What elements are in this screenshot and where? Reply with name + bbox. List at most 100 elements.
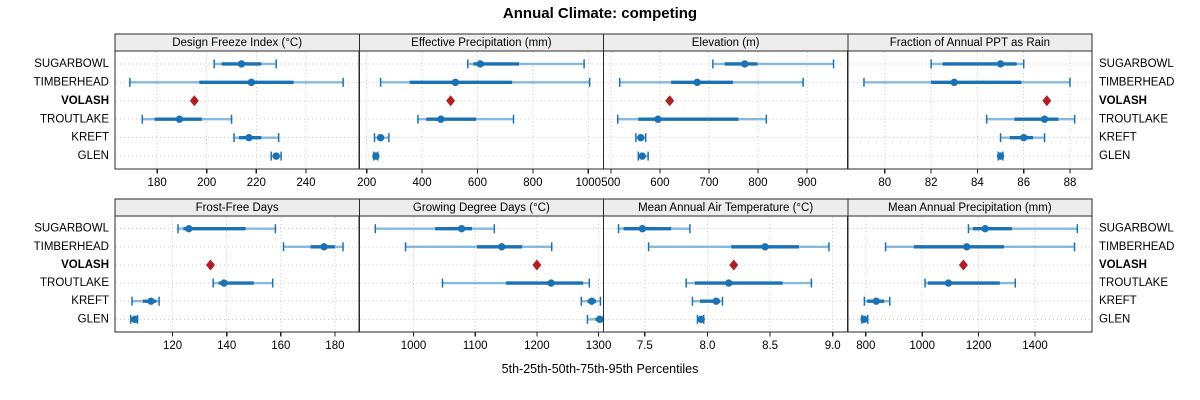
site-label-left: TROUTLAKE: [40, 113, 109, 125]
x-tick-label: 86: [1017, 177, 1030, 189]
median-dot: [185, 224, 193, 233]
x-tick-label: 8.5: [762, 340, 778, 352]
x-tick-label: 800: [523, 177, 542, 189]
x-tick-label: 1000: [575, 177, 601, 189]
median-dot: [372, 152, 380, 160]
panel-body: [358, 215, 605, 333]
panel-body: [602, 50, 849, 170]
panel-strip-title: Elevation (m): [692, 37, 760, 49]
x-tick-label: 1100: [463, 340, 488, 352]
x-tick-label: 160: [271, 340, 290, 352]
panel-body: [358, 50, 605, 170]
median-dot: [1020, 133, 1028, 142]
median-dot: [272, 152, 280, 160]
panel-body: [602, 215, 849, 333]
median-dot: [247, 78, 256, 87]
median-dot: [476, 60, 484, 68]
panel-strip-title: Design Freeze Index (°C): [172, 37, 302, 49]
x-tick-label: 88: [1064, 177, 1077, 189]
x-tick-label: 1200: [524, 340, 550, 352]
median-dot: [697, 315, 705, 324]
x-tick-label: 140: [217, 340, 236, 352]
x-tick-label: 9.0: [825, 340, 841, 352]
x-tick-label: 500: [601, 177, 620, 189]
site-label-left: VOLASH: [61, 259, 109, 271]
x-tick-label: 1200: [966, 340, 992, 352]
site-label-left: TIMBERHEAD: [34, 241, 109, 253]
median-dot: [950, 78, 958, 87]
x-tick-label: 200: [197, 177, 216, 189]
x-tick-label: 600: [650, 177, 669, 189]
panel-strip-title: Growing Degree Days (°C): [413, 202, 550, 214]
x-tick-label: 8.0: [699, 340, 715, 352]
median-dot: [944, 279, 953, 287]
x-tick-label: 1400: [1022, 340, 1048, 352]
x-tick-label: 800: [856, 340, 875, 352]
site-label-right: TROUTLAKE: [1099, 113, 1168, 125]
site-label-left: GLEN: [78, 150, 109, 162]
median-dot: [131, 315, 139, 324]
site-label-left: TROUTLAKE: [40, 277, 109, 289]
median-dot: [147, 297, 155, 305]
site-label-left: GLEN: [78, 313, 109, 325]
highlight-diamond: [205, 259, 215, 271]
site-label-right: GLEN: [1099, 313, 1130, 325]
panel-body: [114, 215, 360, 333]
site-label-left: TIMBERHEAD: [34, 76, 109, 88]
median-dot: [638, 224, 647, 233]
panel-strip-title: Mean Annual Air Temperature (°C): [638, 202, 813, 214]
site-label-right: VOLASH: [1099, 95, 1147, 107]
panel-strip-title: Mean Annual Precipitation (mm): [888, 202, 1052, 214]
median-dot: [457, 224, 466, 233]
x-tick-label: 700: [699, 177, 718, 189]
x-axis-label: 5th-25th-50th-75th-95th Percentiles: [501, 362, 699, 376]
median-dot: [547, 279, 555, 287]
median-dot: [741, 60, 749, 68]
site-label-right: KREFT: [1099, 295, 1137, 307]
x-tick-label: 400: [413, 177, 432, 189]
x-tick-label: 120: [163, 340, 182, 352]
site-label-right: SUGARBOWL: [1099, 58, 1174, 70]
x-tick-label: 220: [247, 177, 266, 189]
highlight-diamond: [665, 95, 675, 107]
chart-title: Annual Climate: competing: [502, 5, 698, 22]
median-dot: [1040, 115, 1049, 123]
x-tick-label: 180: [325, 340, 344, 352]
highlight-diamond: [1042, 95, 1052, 107]
median-dot: [245, 133, 253, 142]
median-dot: [498, 243, 506, 251]
site-label-left: KREFT: [71, 295, 109, 307]
site-label-left: SUGARBOWL: [34, 223, 109, 235]
panel-body: [114, 50, 360, 170]
x-tick-label: 80: [878, 177, 891, 189]
median-dot: [175, 115, 184, 123]
site-label-right: TIMBERHEAD: [1099, 241, 1174, 253]
highlight-diamond: [446, 95, 456, 107]
highlight-diamond: [958, 259, 968, 271]
x-tick-label: 82: [925, 177, 938, 189]
site-label-left: KREFT: [71, 132, 109, 144]
x-tick-label: 1300: [586, 340, 612, 352]
median-dot: [963, 243, 971, 251]
panel-body: [847, 50, 1093, 170]
panel-strip-title: Fraction of Annual PPT as Rain: [890, 37, 1050, 49]
site-label-right: TIMBERHEAD: [1099, 76, 1174, 88]
x-tick-label: 180: [148, 177, 167, 189]
x-tick-label: 800: [748, 177, 767, 189]
median-dot: [237, 60, 246, 68]
site-label-left: SUGARBOWL: [34, 58, 109, 70]
median-dot: [437, 115, 445, 123]
site-label-right: TROUTLAKE: [1099, 277, 1168, 289]
panel-strip-title: Frost-Free Days: [196, 202, 279, 214]
x-tick-label: 84: [971, 177, 984, 189]
panel-body: [847, 215, 1093, 333]
site-label-right: GLEN: [1099, 150, 1130, 162]
site-label-right: SUGARBOWL: [1099, 223, 1174, 235]
median-dot: [654, 115, 662, 123]
median-dot: [725, 279, 733, 287]
median-dot: [637, 133, 645, 142]
site-label-right: VOLASH: [1099, 259, 1147, 271]
median-dot: [220, 279, 228, 287]
x-tick-label: 200: [357, 177, 376, 189]
